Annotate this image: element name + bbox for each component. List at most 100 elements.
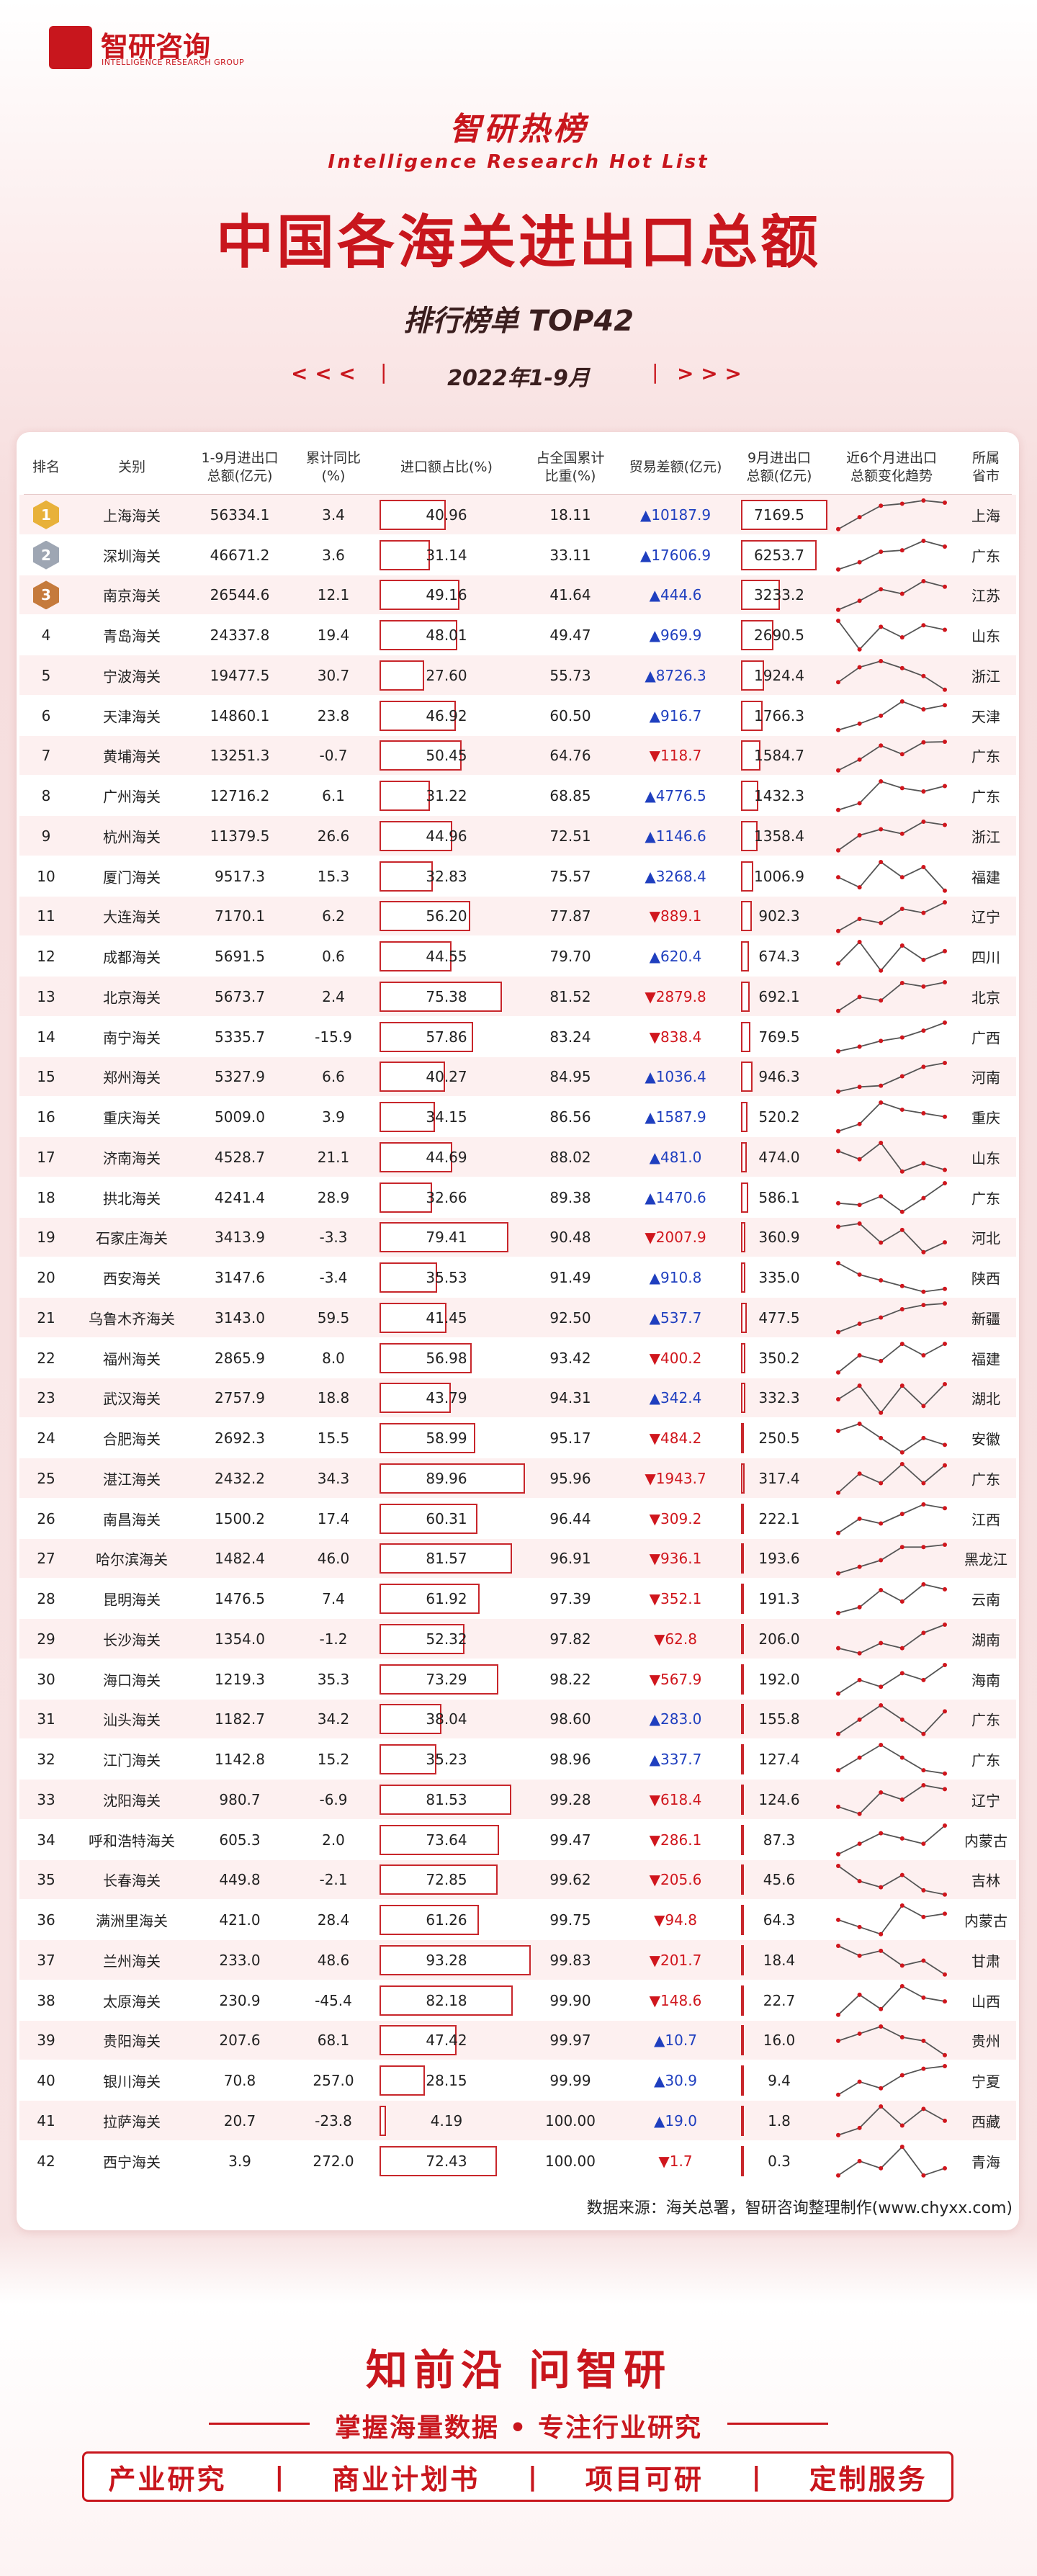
trend-chart: [836, 1462, 947, 1495]
total: 1182.7: [215, 1710, 265, 1728]
trend-point: [836, 808, 840, 812]
trend-chart: [836, 498, 947, 531]
trend-point: [943, 949, 947, 954]
trend-chart: [836, 1623, 947, 1656]
yoy: 26.6: [317, 827, 350, 845]
trend-point: [879, 1932, 884, 1937]
trend-point: [836, 1370, 840, 1375]
total: 421.0: [219, 1911, 261, 1929]
row-bg: [19, 856, 1016, 896]
trade-balance: ▲8726.3: [645, 666, 706, 684]
total: 12716.2: [210, 787, 270, 805]
trend-point: [857, 1157, 862, 1162]
cum-share: 55.73: [549, 666, 591, 684]
import-share-bar: [380, 1784, 512, 1815]
province: 上海: [971, 507, 1000, 525]
row-bg: [19, 2020, 1016, 2060]
trend-point: [857, 1717, 862, 1722]
import-share-bar: [380, 499, 446, 530]
trend-point: [879, 2166, 884, 2171]
row-bg: [19, 495, 1016, 534]
trend-point: [899, 1383, 904, 1388]
trend-point: [879, 659, 884, 663]
trend-point: [943, 1772, 947, 1776]
trend-point: [879, 742, 884, 748]
trend-point: [836, 1201, 840, 1206]
rank: 22: [37, 1349, 55, 1367]
province: 浙江: [971, 828, 1000, 846]
yoy: 68.1: [317, 2032, 350, 2050]
import-share-bar: [380, 1021, 474, 1052]
import-share-bar: [380, 539, 431, 570]
trend-point: [879, 1831, 884, 1836]
trend-point: [879, 1141, 884, 1145]
trend-line: [838, 1062, 946, 1092]
trend-point: [899, 1599, 904, 1605]
rank: 5: [41, 666, 51, 684]
province: 江西: [971, 1511, 1000, 1529]
sept-total: 350.2: [758, 1349, 800, 1367]
customs-name: 石家庄海关: [96, 1229, 168, 1247]
trend-point: [899, 665, 904, 670]
source: 数据来源：海关总署，智研咨询整理制作(www.chyxx.com): [586, 2199, 1013, 2217]
trend-point: [921, 958, 926, 963]
rank: 9: [41, 827, 51, 845]
trend-chart: [836, 2064, 947, 2097]
trend-point: [899, 699, 904, 704]
sept-total: 674.3: [758, 948, 800, 966]
trend-point: [857, 1273, 862, 1278]
trend-point: [879, 1885, 884, 1890]
trend-point: [943, 1787, 947, 1792]
trend-chart: [836, 699, 947, 732]
total: 1219.3: [215, 1670, 265, 1688]
sept-bar: [741, 620, 774, 651]
trend-point: [943, 1911, 947, 1916]
row-bg: [19, 1900, 1016, 1939]
trade-balance: ▼309.2: [649, 1509, 702, 1527]
import-share: 40.27: [426, 1068, 467, 1086]
trend-point: [921, 1630, 926, 1635]
trend-point: [921, 864, 926, 869]
trend-point: [899, 1717, 904, 1722]
trend-point: [943, 739, 947, 744]
services-bar: 产业研究 | 商业计划书 | 项目可研 | 定制服务: [82, 2451, 953, 2502]
customs-name: 西宁海关: [103, 2153, 161, 2171]
trend-point: [943, 1442, 947, 1448]
sept-bar: [741, 1302, 747, 1333]
province: 河北: [971, 1229, 1000, 1247]
sept-bar: [741, 1222, 746, 1253]
customs-name: 拱北海关: [103, 1190, 161, 1208]
sept-bar: [741, 901, 753, 932]
sept-total: 64.3: [763, 1911, 796, 1929]
trend-point: [857, 801, 862, 806]
trend-point: [857, 1564, 862, 1569]
cum-share: 99.47: [549, 1831, 591, 1849]
trend-point: [857, 995, 862, 1000]
import-share-bar: [380, 1905, 479, 1936]
yoy: 15.3: [317, 867, 350, 885]
yoy: 7.4: [322, 1590, 345, 1608]
customs-name: 海口海关: [103, 1671, 161, 1689]
yoy: 59.5: [317, 1309, 350, 1327]
trend-point: [921, 1768, 926, 1773]
province: 广东: [971, 1471, 1000, 1489]
trend-point: [899, 1903, 904, 1908]
trend-point: [921, 1502, 926, 1507]
sept-total: 206.0: [758, 1630, 800, 1648]
import-share: 44.69: [426, 1148, 467, 1166]
import-share-bar: [380, 2025, 457, 2056]
rank: 31: [37, 1710, 55, 1728]
trade-balance: ▼2007.9: [645, 1229, 706, 1247]
sept-total: 192.0: [758, 1670, 800, 1688]
trend-point: [879, 713, 884, 718]
rank: 19: [37, 1229, 55, 1247]
trend-line: [838, 2105, 946, 2136]
import-share-bar: [380, 700, 456, 731]
trend-chart: [836, 1944, 947, 1977]
import-share: 31.14: [426, 546, 467, 564]
import-share: 61.92: [426, 1590, 467, 1608]
rank: 3: [41, 586, 51, 604]
trend-point: [857, 1122, 862, 1127]
import-share-bar: [380, 620, 458, 651]
trade-balance: ▼118.7: [649, 747, 702, 765]
